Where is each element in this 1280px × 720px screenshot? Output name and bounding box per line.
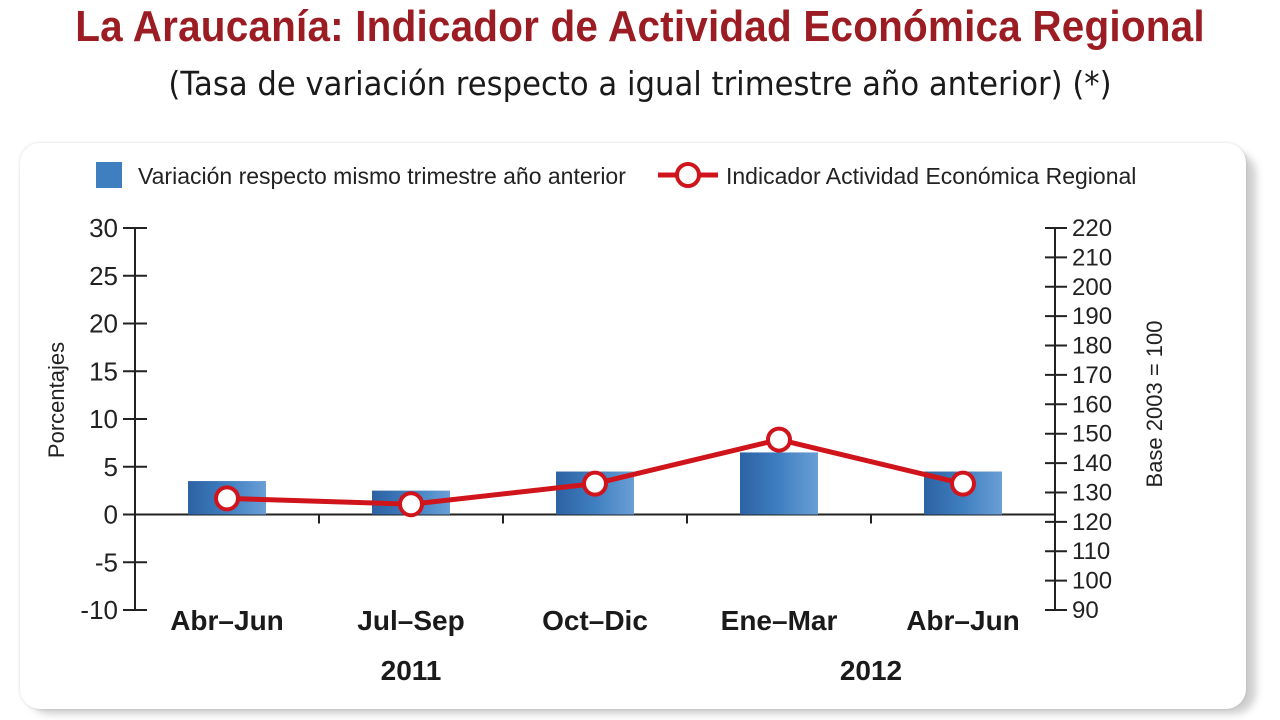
left-axis-tick-label: 20: [89, 309, 118, 339]
y-axis-title-left: Porcentajes: [44, 342, 69, 458]
bar: [740, 452, 818, 515]
left-axis-tick-label: 5: [104, 452, 118, 482]
left-axis-tick-label: 0: [104, 500, 118, 530]
category-label: Oct–Dic: [542, 605, 648, 636]
right-axis-tick-label: 160: [1072, 391, 1112, 418]
category-labels: Abr–Jun Jul–Sep Oct–Dic Ene–Mar Abr–Jun 2011 2…: [170, 605, 1020, 686]
legend-line-marker: [675, 162, 701, 188]
legend-line-label: Indicador Actividad Económica Regional: [726, 163, 1136, 189]
legend: Variación respecto mismo trimestre año a…: [96, 162, 1136, 189]
right-axis-tick-label: 150: [1072, 421, 1112, 448]
left-axis-tick-label: 15: [89, 356, 118, 386]
left-axis-tick-label: 30: [89, 213, 118, 243]
line-point: [766, 426, 792, 453]
right-axis-tick-label: 140: [1072, 450, 1112, 477]
line-point: [214, 485, 240, 512]
line-point: [950, 470, 976, 497]
left-axis-tick-label: -5: [95, 547, 118, 577]
right-axis-tick-label: 170: [1072, 362, 1112, 389]
line-series: [214, 426, 976, 518]
x-axis: [135, 513, 1055, 524]
left-axis-tick-label: 25: [89, 261, 118, 291]
right-axis-tick-label: 110: [1072, 538, 1110, 565]
right-axis-tick-label: 190: [1072, 303, 1112, 330]
legend-bar-label: Variación respecto mismo trimestre año a…: [138, 163, 626, 189]
right-axis-tick-label: 130: [1072, 479, 1112, 506]
chart-panel: [20, 143, 1246, 709]
chart-title: La Araucanía: Indicador de Actividad Eco…: [75, 2, 1205, 51]
right-axis-tick-label: 220: [1072, 215, 1112, 242]
right-axis-tick-label: 120: [1072, 509, 1112, 536]
year-label: 2011: [381, 655, 442, 686]
right-axis-tick-label: 90: [1072, 597, 1099, 624]
category-label: Abr–Jun: [170, 605, 284, 636]
y-axis-title-right: Base 2003 = 100: [1142, 321, 1167, 488]
category-label: Abr–Jun: [906, 605, 1020, 636]
chart-subtitle: (Tasa de variación respecto a igual trim…: [168, 64, 1112, 103]
category-label: Ene–Mar: [721, 605, 838, 636]
left-axis: 30 25 20 15 10 5 0 -5 -10: [80, 213, 147, 625]
right-axis-tick-label: 100: [1072, 568, 1112, 595]
category-label: Jul–Sep: [357, 605, 464, 636]
right-axis-tick-label: 180: [1072, 333, 1112, 360]
right-axis-tick-label: 210: [1072, 244, 1112, 271]
line-point: [582, 470, 608, 497]
right-axis-tick-label: 200: [1072, 274, 1112, 301]
line-point: [398, 491, 424, 518]
left-axis-tick-label: -10: [80, 595, 118, 625]
legend-bar-swatch: [96, 162, 122, 188]
left-axis-tick-label: 10: [89, 404, 118, 434]
year-label: 2012: [840, 655, 902, 686]
